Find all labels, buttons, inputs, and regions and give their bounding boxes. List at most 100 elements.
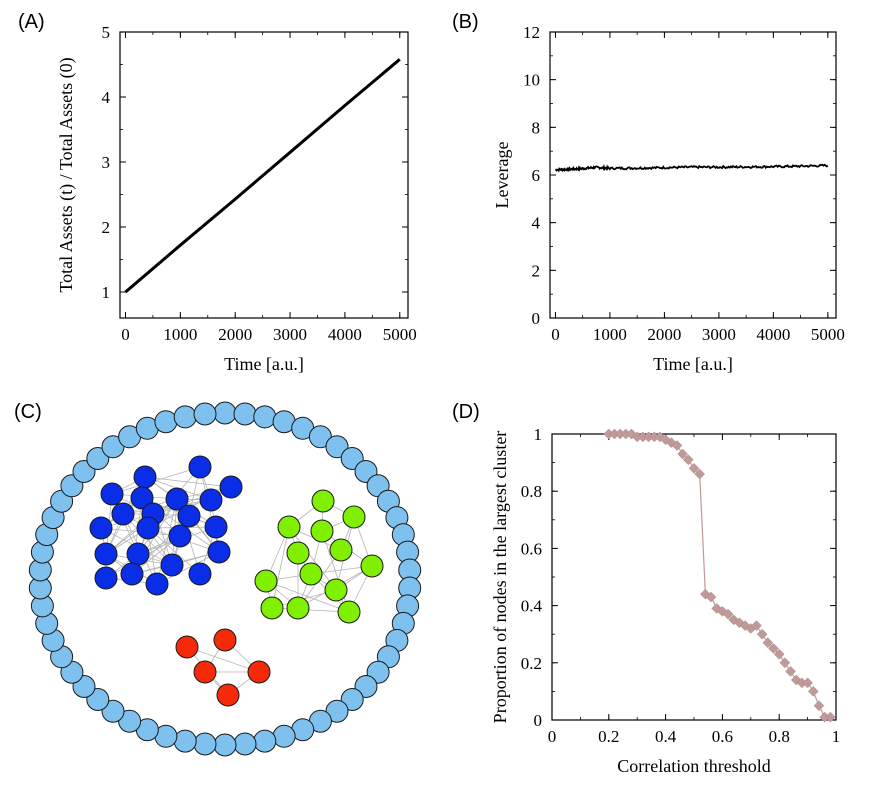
data-point-diamond <box>671 440 683 451</box>
y-tick-label: 0.8 <box>521 482 542 501</box>
green-cluster-node <box>260 596 284 620</box>
y-tick-label: 1 <box>534 425 543 444</box>
green-cluster-edge <box>265 580 350 613</box>
data-point-diamond <box>768 643 779 654</box>
ring-isolated-node <box>154 410 178 434</box>
plot-frame <box>551 433 837 721</box>
green-cluster-node <box>342 505 366 529</box>
data-point-diamond <box>722 608 734 620</box>
ring-isolated-node <box>253 729 277 753</box>
panel-b-leverage-chart: 0 1000 2000 3000 4000 5000 0 2 4 6 8 10 12 Time [a.u.… <box>492 23 845 374</box>
ring-isolated-node <box>213 401 237 425</box>
y-tick-label: 4 <box>102 88 111 107</box>
green-cluster-node <box>254 569 278 593</box>
x-tick-label: 0 <box>551 325 560 344</box>
blue-cluster-node <box>168 524 192 548</box>
blue-cluster-node <box>94 566 118 590</box>
y-tick-label: 6 <box>532 166 541 185</box>
y-tick-label: 1 <box>102 283 111 302</box>
data-point-diamond <box>694 468 706 480</box>
x-tick-label: 3000 <box>702 325 736 344</box>
panel-label-c: (C) <box>14 401 42 423</box>
data-point-diamond <box>802 677 813 689</box>
plot-frame <box>549 31 837 319</box>
blue-cluster-node <box>160 553 184 577</box>
x-axis-label: Time [a.u.] <box>224 354 304 374</box>
ring-isolated-node <box>272 724 296 748</box>
ring-isolated-node <box>253 405 277 429</box>
y-tick-label: 2 <box>102 218 111 237</box>
blue-cluster-edge <box>144 476 232 488</box>
ring-isolated-node <box>173 405 197 429</box>
blue-cluster-edge <box>111 466 201 495</box>
panel-d-cluster-proportion-chart: 0 0.2 0.4 0.6 0.8 1 0 0.2 0.4 0.6 0.8 1 Correlation … <box>490 425 840 776</box>
x-axis-label: Time [a.u.] <box>653 354 733 374</box>
x-tick-label: 0.6 <box>712 727 733 746</box>
data-point-diamond <box>779 657 791 669</box>
red-cluster-node <box>216 683 240 707</box>
x-tick-label: 3000 <box>273 325 307 344</box>
y-axis-label: Total Assets (t) / Total Assets (0) <box>56 57 77 292</box>
red-cluster-node <box>247 660 271 684</box>
data-point-diamond <box>756 628 768 640</box>
green-cluster-node <box>310 519 334 543</box>
data-point-diamond <box>762 637 774 649</box>
panel-label-b: (B) <box>452 11 479 33</box>
ring-isolated-node <box>325 435 349 459</box>
ring-isolated-node <box>233 732 257 756</box>
y-tick-label: 5 <box>102 23 111 42</box>
green-cluster-node <box>286 596 310 620</box>
x-tick-label: 0.4 <box>655 727 677 746</box>
data-point-diamond <box>807 686 819 697</box>
data-point-diamond <box>824 711 836 723</box>
blue-cluster-node <box>100 482 124 506</box>
y-tick-label: 0.6 <box>521 539 542 558</box>
blue-cluster-node <box>188 562 212 586</box>
data-point-diamond <box>785 666 796 677</box>
blue-cluster-node <box>94 542 118 566</box>
blue-cluster-node <box>165 487 189 511</box>
red-cluster-node <box>175 635 199 659</box>
y-axis-label: Leverage <box>492 142 512 209</box>
y-tick-label: 2 <box>532 261 541 280</box>
ring-isolated-node <box>233 402 257 426</box>
x-tick-label: 5000 <box>383 325 417 344</box>
panel-label-d: (D) <box>452 401 480 423</box>
x-tick-label: 1 <box>832 727 841 746</box>
data-point-diamond <box>773 648 785 660</box>
x-tick-label: 0 <box>121 325 130 344</box>
data-point-diamond <box>751 620 762 631</box>
red-cluster-node <box>193 660 217 684</box>
green-cluster-edge <box>288 526 337 591</box>
green-cluster-edge <box>271 526 290 609</box>
x-tick-label: 0.8 <box>769 727 790 746</box>
green-cluster-edge <box>321 530 350 613</box>
ring-isolated-node <box>101 699 125 723</box>
x-tick-label: 2000 <box>218 325 252 344</box>
green-cluster-node <box>311 489 335 513</box>
green-cluster-node <box>337 600 361 624</box>
blue-cluster-node <box>136 516 160 540</box>
blue-cluster-node <box>130 486 154 510</box>
blue-cluster-edge <box>122 513 173 566</box>
y-tick-label: 0 <box>534 711 543 730</box>
y-tick-label: 12 <box>523 23 540 42</box>
blue-cluster-node <box>89 516 113 540</box>
green-cluster-node <box>277 515 301 539</box>
panel-c-network-graph <box>28 401 422 757</box>
blue-cluster-node <box>188 455 212 479</box>
y-tick-label: 0.4 <box>521 597 543 616</box>
ring-isolated-node <box>86 447 110 470</box>
data-point-diamond <box>813 700 825 712</box>
series-line-leverage <box>555 163 829 173</box>
ring-isolated-node <box>173 729 197 753</box>
blue-cluster-node <box>219 475 243 499</box>
blue-cluster-node <box>120 562 144 586</box>
data-point-diamond <box>705 591 717 603</box>
x-tick-label: 2000 <box>647 325 681 344</box>
y-tick-label: 8 <box>532 118 541 137</box>
green-cluster-node <box>286 541 310 565</box>
green-cluster-node <box>324 578 348 602</box>
panel-label-a: (A) <box>18 11 45 33</box>
